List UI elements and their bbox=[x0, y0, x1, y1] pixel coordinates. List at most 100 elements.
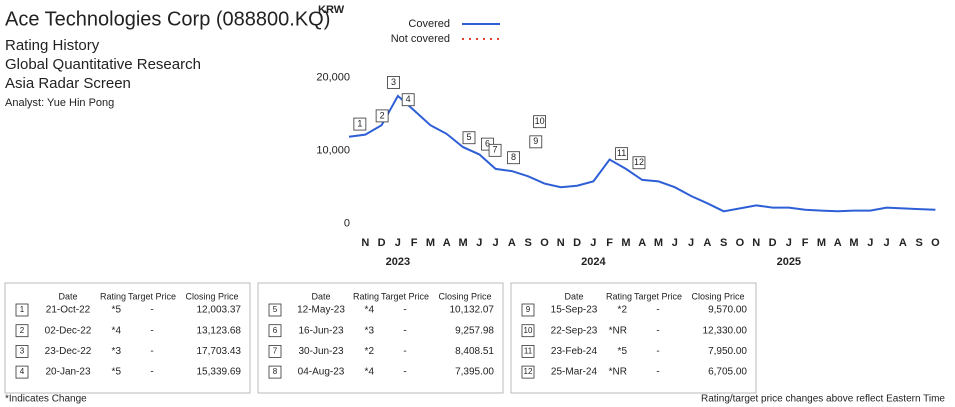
x-tick-label: J bbox=[493, 237, 499, 249]
x-tick-label: N bbox=[361, 237, 369, 249]
table-header: Target Price bbox=[634, 291, 682, 301]
close-cell: 12,003.37 bbox=[197, 305, 242, 316]
rating-cell: *3 bbox=[365, 325, 375, 336]
marker-box bbox=[533, 115, 546, 129]
rating-cell: *NR bbox=[609, 325, 627, 336]
rating-cell: *5 bbox=[618, 346, 628, 357]
table-box bbox=[4, 282, 251, 394]
marker-label: 7 bbox=[493, 145, 498, 155]
x-tick-label: F bbox=[411, 237, 418, 249]
x-tick-label: A bbox=[443, 237, 451, 249]
date-cell: 12-May-23 bbox=[297, 305, 345, 316]
marker-label: 10 bbox=[535, 116, 545, 126]
year-label: 2024 bbox=[581, 256, 606, 268]
date-cell: 25-Mar-24 bbox=[551, 367, 598, 378]
date-cell: 23-Dec-22 bbox=[45, 346, 92, 357]
row-number-box bbox=[15, 303, 29, 317]
x-tick-label: D bbox=[573, 237, 581, 249]
row-number: 1 bbox=[20, 305, 25, 314]
close-cell: 7,950.00 bbox=[708, 346, 747, 357]
marker-box bbox=[375, 109, 389, 123]
date-cell: 16-Jun-23 bbox=[298, 325, 343, 336]
x-tick-label: S bbox=[720, 237, 727, 249]
target-cell: - bbox=[150, 305, 153, 316]
y-label: KRW bbox=[318, 4, 345, 16]
x-tick-label: O bbox=[540, 237, 549, 249]
subtitle: Global Quantitative Research bbox=[5, 56, 201, 73]
target-cell: - bbox=[150, 325, 153, 336]
y-tick-label: 0 bbox=[344, 218, 350, 230]
marker-box bbox=[462, 131, 476, 145]
x-tick-label: J bbox=[395, 237, 401, 249]
x-tick-label: J bbox=[884, 237, 890, 249]
rating-cell: *4 bbox=[112, 325, 122, 336]
marker-box bbox=[387, 76, 400, 89]
close-cell: 17,703.43 bbox=[197, 346, 242, 357]
marker-label: 1 bbox=[357, 118, 362, 128]
footer: *Indicates Change bbox=[5, 394, 87, 405]
x-tick-label: N bbox=[752, 237, 760, 249]
marker-label: 3 bbox=[391, 77, 396, 87]
legend-label: Covered bbox=[408, 18, 450, 30]
marker-box bbox=[401, 93, 415, 107]
x-tick-label: A bbox=[834, 237, 842, 249]
x-tick-label: M bbox=[817, 237, 826, 249]
x-tick-label: A bbox=[703, 237, 711, 249]
x-tick-label: A bbox=[899, 237, 907, 249]
close-cell: 13,123.68 bbox=[197, 325, 242, 336]
x-tick-label: J bbox=[867, 237, 873, 249]
row-number-box bbox=[521, 324, 535, 338]
table-box bbox=[257, 282, 504, 394]
date-cell: 02-Dec-22 bbox=[45, 325, 92, 336]
row-number-box bbox=[15, 324, 29, 338]
x-tick-label: J bbox=[672, 237, 678, 249]
x-tick-label: M bbox=[426, 237, 435, 249]
x-tick-label: J bbox=[688, 237, 694, 249]
row-number: 11 bbox=[524, 347, 533, 356]
x-tick-label: D bbox=[378, 237, 386, 249]
table-header: Date bbox=[311, 291, 330, 301]
target-cell: - bbox=[403, 346, 406, 357]
x-tick-label: J bbox=[786, 237, 792, 249]
legend-label: Not covered bbox=[391, 33, 450, 45]
close-cell: 7,395.00 bbox=[455, 367, 494, 378]
table-header: Rating bbox=[353, 291, 379, 301]
marker-box bbox=[507, 151, 520, 165]
row-number: 2 bbox=[20, 326, 25, 335]
table-header: Closing Price bbox=[185, 291, 238, 301]
date-cell: 21-Oct-22 bbox=[46, 305, 91, 316]
x-tick-label: S bbox=[525, 237, 532, 249]
title: Ace Technologies Corp (088800.KQ) bbox=[5, 8, 330, 30]
table-header: Target Price bbox=[381, 291, 429, 301]
row-number: 12 bbox=[524, 367, 533, 376]
line bbox=[348, 94, 936, 213]
close-cell: 9,257.98 bbox=[455, 325, 494, 336]
row-number-box bbox=[15, 365, 29, 379]
table-header: Target Price bbox=[128, 291, 176, 301]
y-tick-label: 20,000 bbox=[316, 72, 350, 84]
row-number-box bbox=[268, 344, 282, 358]
date-cell: 30-Jun-23 bbox=[298, 346, 343, 357]
marker-box bbox=[529, 135, 543, 149]
x-tick-label: D bbox=[769, 237, 777, 249]
x-tick-label: M bbox=[458, 237, 467, 249]
target-cell: - bbox=[403, 305, 406, 316]
date-cell: 22-Sep-23 bbox=[551, 325, 598, 336]
target-cell: - bbox=[403, 367, 406, 378]
date-cell: 23-Feb-24 bbox=[551, 346, 598, 357]
target-cell: - bbox=[656, 367, 659, 378]
x-tick-label: J bbox=[476, 237, 482, 249]
rating-cell: *2 bbox=[365, 346, 375, 357]
year-label: 2023 bbox=[386, 256, 410, 268]
row-number-box bbox=[268, 324, 282, 338]
date-cell: 20-Jan-23 bbox=[45, 367, 90, 378]
rating-cell: *3 bbox=[112, 346, 122, 357]
x-tick-label: M bbox=[621, 237, 630, 249]
marker-box bbox=[488, 143, 502, 157]
x-tick-label: M bbox=[654, 237, 663, 249]
x-tick-label: F bbox=[802, 237, 809, 249]
row-number-box bbox=[15, 344, 29, 358]
rating-cell: *5 bbox=[112, 367, 122, 378]
row-number: 7 bbox=[273, 347, 278, 356]
